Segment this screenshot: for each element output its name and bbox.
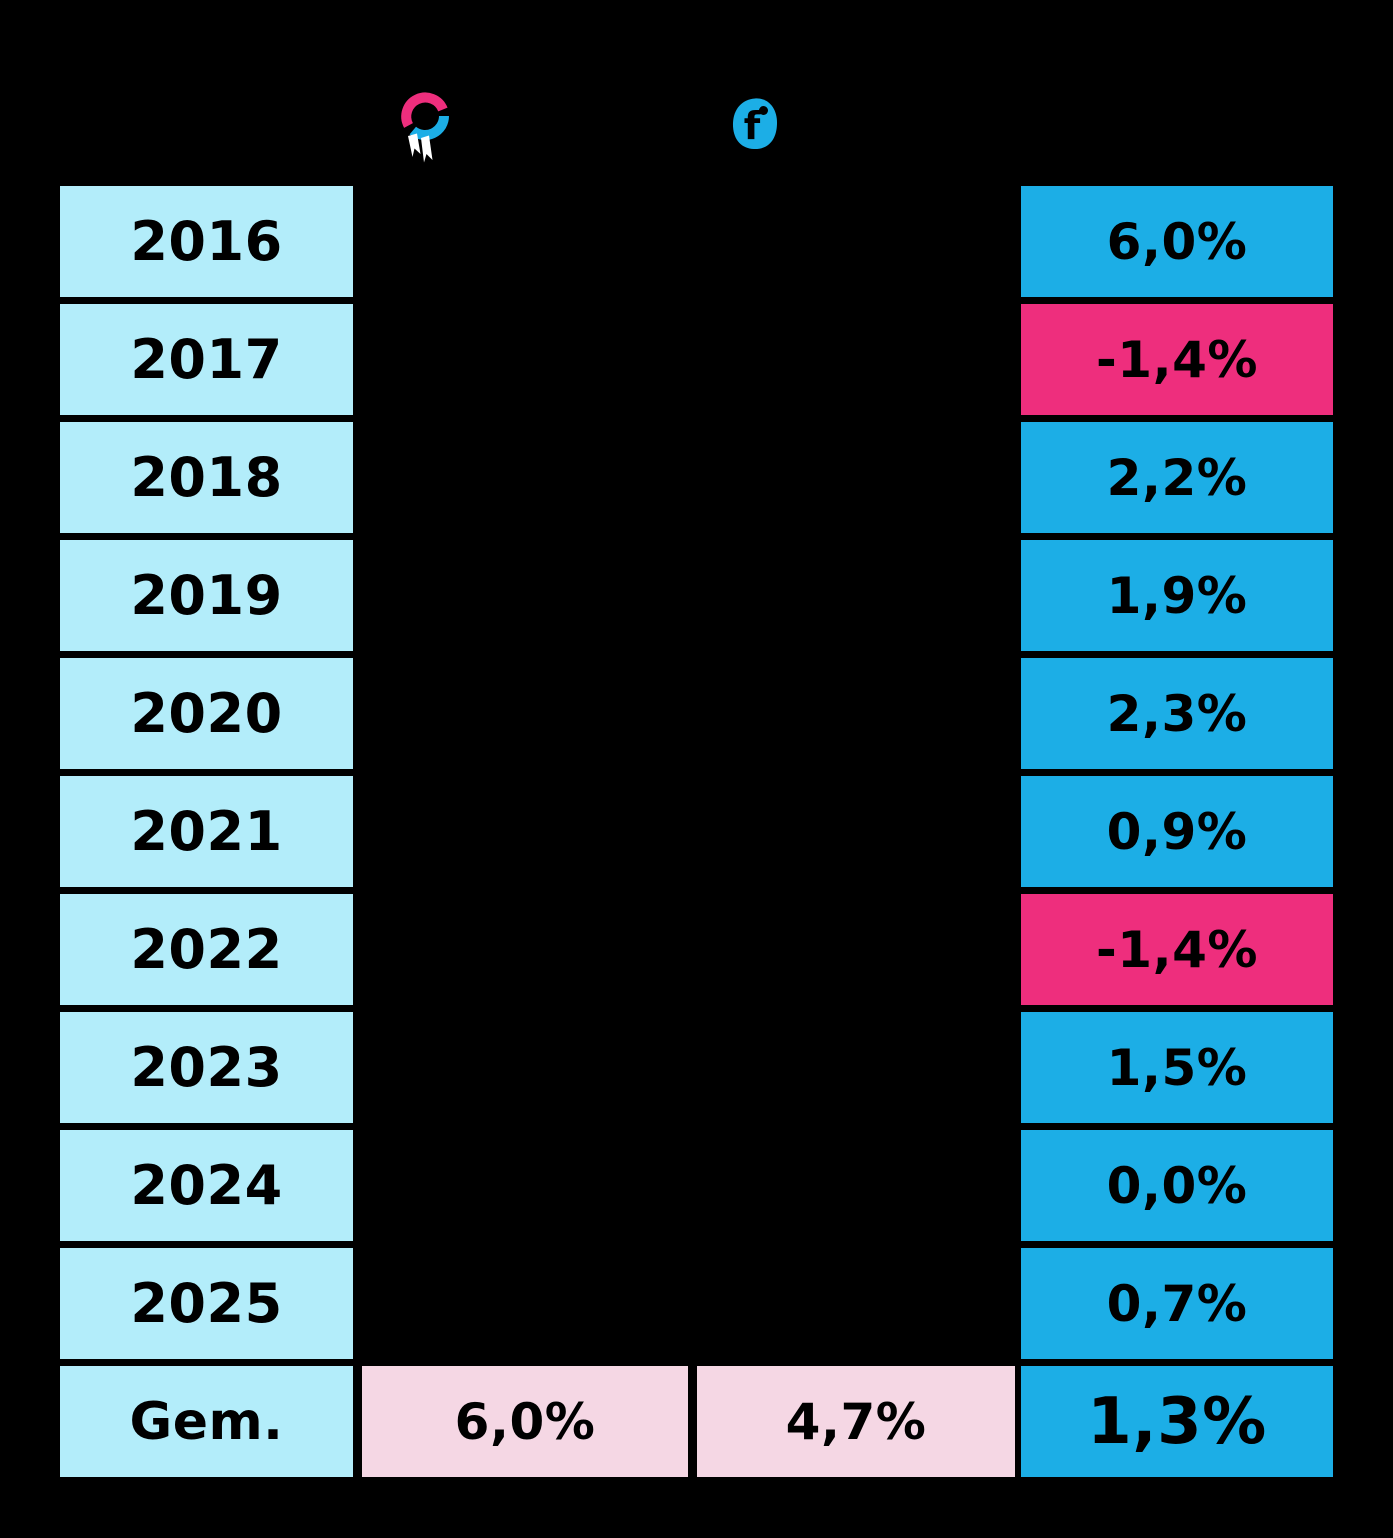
f-logo-dot (759, 106, 768, 115)
year-cell-2017: 2017 (60, 304, 353, 415)
medal-ribbon-icon (398, 88, 454, 172)
year-cell-2018: 2018 (60, 422, 353, 533)
year-cell-2019: 2019 (60, 540, 353, 651)
year-cell-2024: 2024 (60, 1130, 353, 1241)
summary-f-column-value: 4,7% (697, 1366, 1015, 1477)
result-value-cell-2017: -1,4% (1021, 304, 1333, 415)
result-value-cell-2024: 0,0% (1021, 1130, 1333, 1241)
result-value-cell-2023: 1,5% (1021, 1012, 1333, 1123)
f-logo-icon: f (731, 97, 779, 155)
summary-label-cell: Gem. (60, 1366, 353, 1477)
f-logo-icon-svg: f (732, 98, 778, 150)
result-value-cell-2022: -1,4% (1021, 894, 1333, 1005)
year-cell-2023: 2023 (60, 1012, 353, 1123)
medal-ribbon-icon-svg (401, 92, 450, 163)
summary-medal-column-value: 6,0% (362, 1366, 688, 1477)
result-value-cell-2018: 2,2% (1021, 422, 1333, 533)
result-value-cell-2020: 2,3% (1021, 658, 1333, 769)
year-cell-2016: 2016 (60, 186, 353, 297)
year-cell-2025: 2025 (60, 1248, 353, 1359)
year-cell-2020: 2020 (60, 658, 353, 769)
result-value-cell-2025: 0,7% (1021, 1248, 1333, 1359)
summary-result-value: 1,3% (1021, 1366, 1333, 1477)
year-cell-2021: 2021 (60, 776, 353, 887)
result-value-cell-2019: 1,9% (1021, 540, 1333, 651)
result-value-cell-2021: 0,9% (1021, 776, 1333, 887)
f-logo-glyph: f (744, 104, 761, 148)
year-cell-2022: 2022 (60, 894, 353, 1005)
result-value-cell-2016: 6,0% (1021, 186, 1333, 297)
